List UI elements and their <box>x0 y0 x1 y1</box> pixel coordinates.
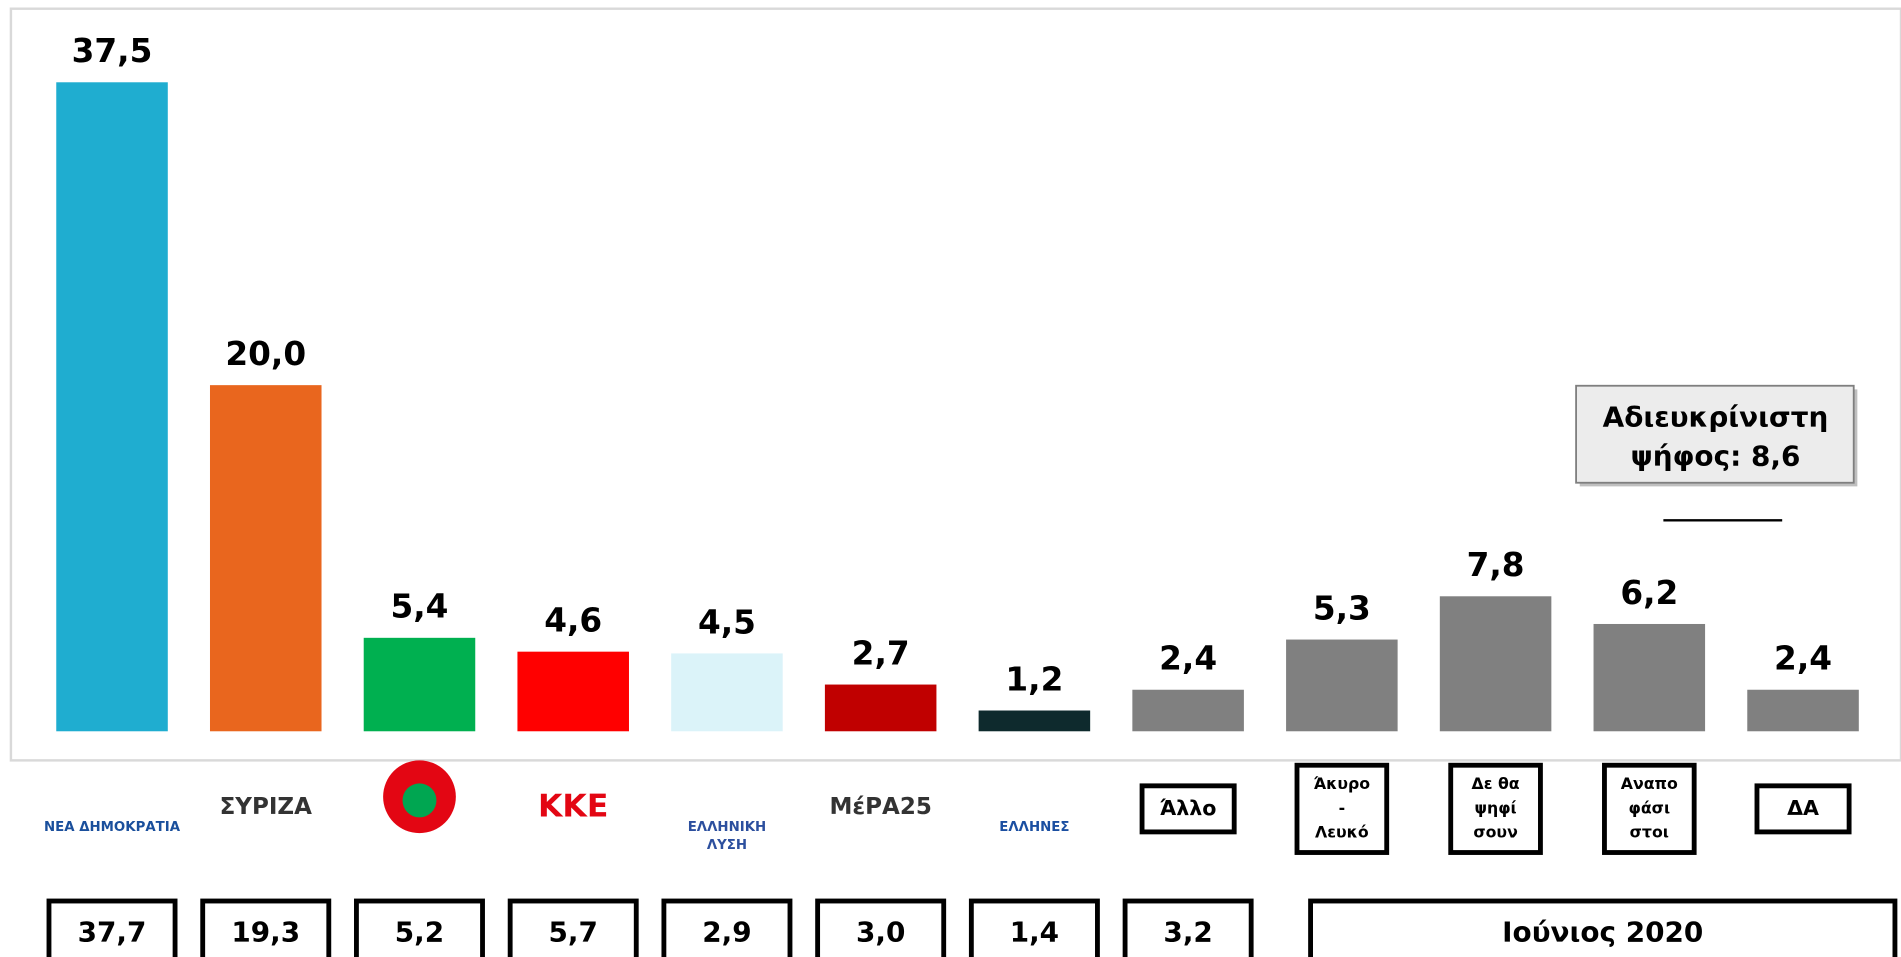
bar <box>671 653 783 732</box>
previous-box <box>200 898 332 957</box>
previous-value: 3,2 <box>1163 916 1212 949</box>
category-logo-label: ΝΕΑ ΔΗΜΟΚΡΑΤΙΑ <box>44 820 181 835</box>
annotation-box <box>1575 384 1855 484</box>
category-label: στοι <box>1630 823 1669 842</box>
bar <box>1132 689 1244 732</box>
data-label: 6,2 <box>1620 574 1678 612</box>
data-label: 1,2 <box>1005 660 1063 698</box>
bar <box>978 710 1091 732</box>
bar <box>1286 639 1398 732</box>
previous-value: 5,7 <box>549 916 598 949</box>
category-label: Άκυρο <box>1314 774 1371 793</box>
annotation: Αδιευκρίνιστη ψήφος: 8,6 <box>1575 384 1858 522</box>
previous-box <box>1122 898 1254 957</box>
data-label: 2,7 <box>852 634 910 672</box>
annotation-text: ψήφος: 8,6 <box>1631 439 1801 472</box>
previous-box <box>354 898 485 957</box>
previous-value: 1,4 <box>1010 916 1059 949</box>
category-logo-label: ΚΚΕ <box>538 789 608 825</box>
previous-label: Ιούνιος 2020 <box>1502 916 1703 949</box>
previous-box <box>507 898 639 957</box>
category-box <box>1602 762 1697 855</box>
category-logo-label: ΕΛΛΗΝΕΣ <box>999 820 1069 835</box>
category-label: Δε θα <box>1472 774 1520 793</box>
category-label: φάσι <box>1629 798 1671 817</box>
category-label: - <box>1339 798 1346 817</box>
bar <box>517 651 629 732</box>
bar <box>824 684 937 732</box>
previous-value: 3,0 <box>856 916 905 949</box>
data-label: 7,8 <box>1467 546 1525 584</box>
previous-label-box <box>1308 898 1898 957</box>
previous-value: 5,2 <box>395 916 444 949</box>
previous-value: 37,7 <box>78 916 147 949</box>
bar <box>209 385 322 732</box>
data-label: 2,4 <box>1159 640 1217 678</box>
data-label: 37,5 <box>72 32 153 70</box>
bar <box>363 637 476 732</box>
previous-box <box>815 898 947 957</box>
previous-box <box>968 898 1100 957</box>
category-box <box>1294 762 1390 855</box>
category-label: ΔΑ <box>1787 796 1819 820</box>
category-label: Λευκό <box>1315 823 1369 842</box>
annotation-text: Αδιευκρίνιστη <box>1603 400 1829 433</box>
data-label: 4,6 <box>544 602 602 640</box>
category-label: ψηφί <box>1474 798 1516 817</box>
category-logo-label: ΜέΡΑ25 <box>829 794 931 820</box>
logo-shape <box>402 783 437 818</box>
category-logo-label: ΛΥΣΗ <box>707 838 747 853</box>
bar <box>1593 623 1706 732</box>
category-label: Άλλο <box>1160 796 1217 820</box>
category-box <box>1139 783 1237 835</box>
category-label: Αναπο <box>1621 774 1678 793</box>
data-label: 5,4 <box>390 588 448 626</box>
data-label: 20,0 <box>225 335 306 373</box>
category-box <box>1754 783 1852 835</box>
data-label: 2,4 <box>1774 640 1832 678</box>
category-label: σουν <box>1473 823 1517 842</box>
previous-box <box>661 898 793 957</box>
bar <box>1439 596 1552 732</box>
previous-value: 19,3 <box>231 916 300 949</box>
category-logo-label: ΕΛΛΗΝΙΚΗ <box>688 820 767 835</box>
previous-box <box>46 898 178 957</box>
previous-value: 2,9 <box>702 916 751 949</box>
bar <box>56 82 168 732</box>
category-box <box>1448 762 1543 855</box>
category-logo-label: ΣΥΡΙΖΑ <box>220 794 313 820</box>
bar <box>1747 689 1859 732</box>
data-label: 5,3 <box>1313 589 1371 627</box>
data-label: 4,5 <box>698 603 756 641</box>
